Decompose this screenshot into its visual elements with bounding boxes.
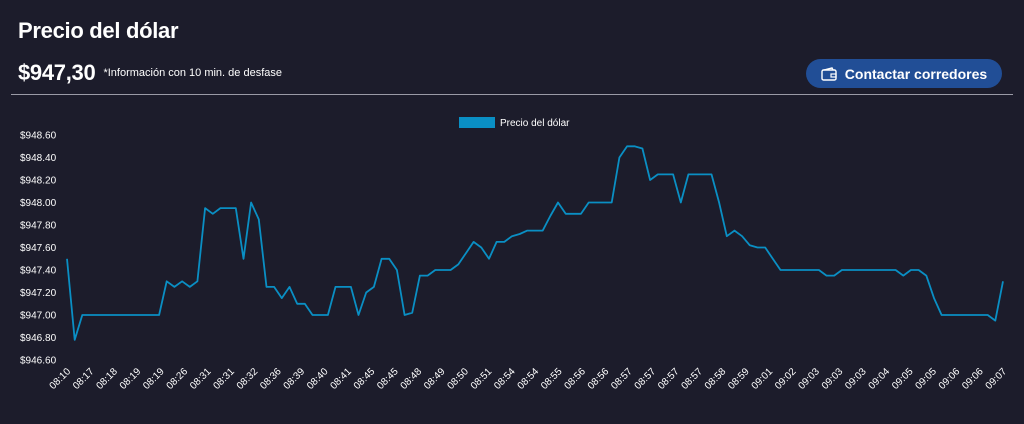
x-tick-label: 09:01 [750,366,776,392]
x-tick-label: 08:41 [328,366,354,392]
x-tick-label: 08:31 [188,366,214,392]
x-tick-label: 08:45 [352,366,378,392]
x-tick-label: 08:59 [726,366,752,392]
x-tick-label: 08:55 [539,366,565,392]
y-tick-label: $947.20 [20,288,57,299]
y-tick-label: $947.00 [20,311,57,322]
price-row: $947,30 *Información con 10 min. de desf… [18,60,282,86]
chart-legend: Precio del dólar [459,117,570,129]
x-tick-label: 09:03 [843,366,869,392]
x-tick-label: 08:56 [586,366,612,392]
current-price: $947,30 [18,60,96,85]
x-tick-label: 09:02 [773,366,799,392]
x-tick-label: 08:19 [141,366,167,392]
x-tick-label: 08:40 [305,366,331,392]
x-tick-label: 08:48 [399,366,425,392]
x-tick-label: 08:54 [492,366,518,392]
x-tick-label: 08:49 [422,366,448,392]
header-divider [11,94,1013,95]
x-tick-label: 09:06 [937,366,963,392]
x-tick-label: 08:17 [71,366,97,392]
x-tick-label: 08:50 [445,366,471,392]
x-tick-label: 08:26 [165,366,191,392]
y-tick-label: $947.60 [20,243,57,254]
x-tick-label: 09:05 [890,366,916,392]
contact-brokers-label: Contactar corredores [844,65,988,82]
x-tick-label: 08:58 [703,366,729,392]
x-tick-label: 09:03 [820,366,846,392]
x-tick-label: 08:31 [211,366,237,392]
x-tick-label: 08:57 [679,366,705,392]
y-tick-label: $946.80 [20,333,57,344]
series-line [66,145,1004,341]
x-tick-label: 08:10 [48,366,74,392]
x-tick-label: 08:57 [656,366,682,392]
x-axis: 08:1008:1708:1808:1908:1908:2608:3108:31… [48,366,1010,392]
x-tick-label: 08:51 [469,366,495,392]
series-area [66,145,1004,341]
x-tick-label: 09:05 [913,366,939,392]
x-tick-label: 09:04 [867,366,893,392]
wallet-icon [821,66,837,81]
y-tick-label: $947.80 [20,221,57,232]
x-tick-label: 09:03 [796,366,822,392]
x-tick-label: 08:57 [609,366,635,392]
y-tick-label: $948.00 [20,198,57,209]
y-tick-label: $948.40 [20,153,57,164]
x-tick-label: 08:19 [118,366,144,392]
x-tick-label: 08:54 [516,366,542,392]
y-tick-label: $946.60 [20,356,57,367]
contact-brokers-button[interactable]: Contactar corredores [806,59,1002,88]
x-tick-label: 09:06 [960,366,986,392]
x-tick-label: 08:36 [258,366,284,392]
y-axis: $946.60 $946.80 $947.00 $947.20 $947.40 $947.… [20,131,57,367]
x-tick-label: 09:07 [984,366,1010,392]
delay-note: *Información con 10 min. de desfase [103,67,282,79]
legend-label: Precio del dólar [500,118,570,129]
x-tick-label: 08:57 [633,366,659,392]
y-tick-label: $948.20 [20,176,57,187]
x-tick-label: 08:56 [562,366,588,392]
x-tick-label: 08:45 [375,366,401,392]
price-line-chart: Precio del dólar $946.60$946.80$947.00$9… [20,117,1010,392]
x-tick-label: 08:32 [235,366,261,392]
page-title: Precio del dólar [18,18,179,43]
x-tick-label: 08:18 [94,366,120,392]
y-tick-label: $947.40 [20,266,57,277]
x-tick-label: 08:39 [282,366,308,392]
y-tick-label: $948.60 [20,131,57,142]
legend-swatch [459,117,495,128]
